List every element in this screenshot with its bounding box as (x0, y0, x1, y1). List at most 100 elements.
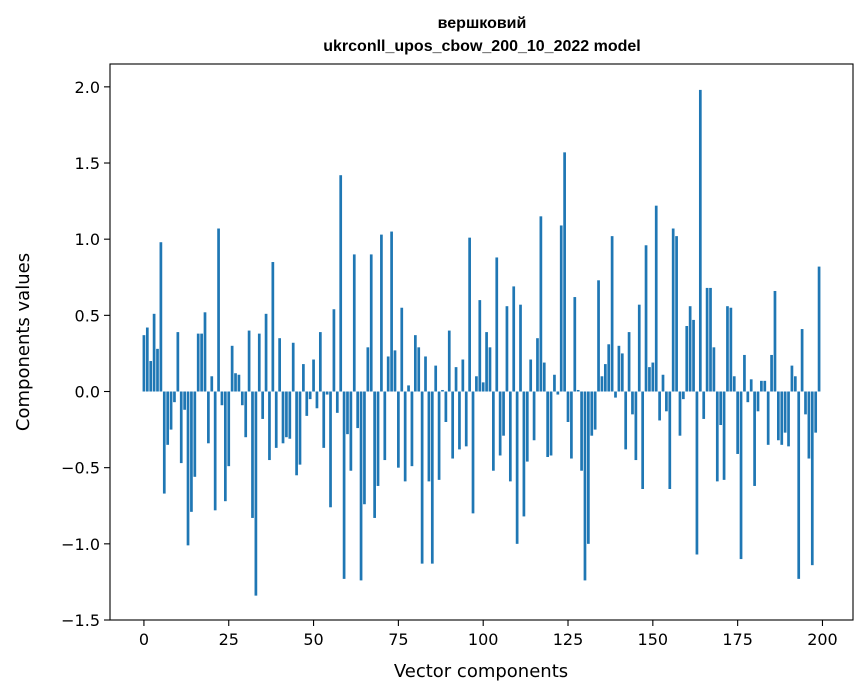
bar (576, 389, 580, 392)
bar (176, 332, 180, 392)
bar (488, 347, 492, 392)
bar (424, 356, 427, 392)
bar (149, 361, 153, 392)
bar (325, 391, 329, 395)
bar (515, 391, 519, 544)
bar (359, 391, 363, 581)
bar (665, 391, 668, 412)
bar (810, 391, 814, 566)
bar (777, 391, 780, 441)
bar (739, 391, 743, 560)
bar (234, 373, 237, 392)
bar (702, 391, 706, 419)
bar (156, 348, 159, 392)
y-tick-label: 0.0 (75, 383, 100, 402)
bar (373, 391, 376, 518)
bar (190, 391, 193, 512)
bar (685, 326, 689, 392)
bar (366, 347, 370, 392)
bar (397, 391, 400, 468)
bar (770, 354, 773, 392)
bar (817, 266, 821, 392)
chart-title: вершковий (438, 15, 527, 32)
bar (471, 391, 475, 514)
bar (420, 391, 424, 564)
bar (631, 391, 634, 415)
bar (203, 312, 207, 392)
bar (692, 319, 695, 392)
x-tick-label: 75 (388, 630, 408, 649)
bar (223, 391, 227, 502)
bar (593, 391, 597, 430)
x-tick-label: 25 (219, 630, 239, 649)
bar (417, 347, 421, 392)
bar (729, 307, 733, 392)
bar (529, 359, 533, 392)
bar (780, 391, 784, 445)
bar (410, 391, 414, 467)
x-axis: 0 25 50 75 100 125 150 175 200 (139, 620, 838, 649)
x-tick-label: 150 (638, 630, 669, 649)
y-axis: −1.5 −1.0 −0.5 0.0 0.5 1.0 1.5 2.0 (61, 78, 110, 630)
bar (403, 391, 407, 482)
bar (698, 89, 702, 392)
chart-subtitle: ukrconll_upos_cbow_200_10_2022 model (323, 38, 640, 55)
bar (607, 344, 611, 392)
bar (715, 391, 719, 482)
bar (240, 391, 244, 406)
bar (671, 228, 675, 392)
bar (783, 391, 787, 433)
bar (726, 306, 729, 392)
bar (318, 332, 322, 392)
bar (444, 391, 448, 422)
bar (512, 286, 516, 392)
bar (773, 290, 777, 392)
x-tick-label: 50 (303, 630, 323, 649)
y-tick-label: 1.0 (75, 230, 100, 249)
bar (380, 234, 383, 392)
bar (688, 306, 692, 392)
bar (610, 236, 614, 392)
bar (525, 391, 529, 462)
bar (743, 354, 746, 392)
bar-group (142, 89, 821, 596)
bar (349, 391, 353, 471)
bar (352, 254, 356, 392)
bar (682, 391, 685, 400)
bar (573, 297, 577, 392)
bar (447, 330, 451, 392)
bar (376, 391, 380, 486)
bar (492, 391, 495, 471)
bar (451, 391, 455, 459)
bar (668, 391, 672, 489)
bar (553, 374, 556, 392)
bar (427, 391, 431, 482)
bar (661, 374, 665, 392)
bar (793, 376, 797, 392)
bar (753, 391, 756, 486)
bar (709, 287, 712, 392)
bar (288, 391, 292, 439)
bar (166, 391, 170, 445)
bar (264, 313, 268, 392)
bar (183, 391, 186, 410)
bar (295, 391, 298, 476)
bar (393, 350, 397, 392)
bar (261, 391, 265, 419)
bar (339, 175, 343, 392)
bar (617, 345, 621, 392)
bar (434, 365, 438, 392)
bar (749, 379, 753, 392)
bar (763, 380, 767, 392)
bar (142, 335, 146, 392)
bar (797, 391, 801, 579)
bar (814, 391, 818, 433)
bar (485, 332, 488, 392)
bar (787, 391, 790, 447)
bar (570, 391, 573, 459)
bar (291, 342, 295, 392)
bar (413, 335, 417, 392)
y-tick-label: −1.0 (61, 535, 100, 554)
bar (454, 367, 458, 392)
bar (566, 391, 570, 422)
